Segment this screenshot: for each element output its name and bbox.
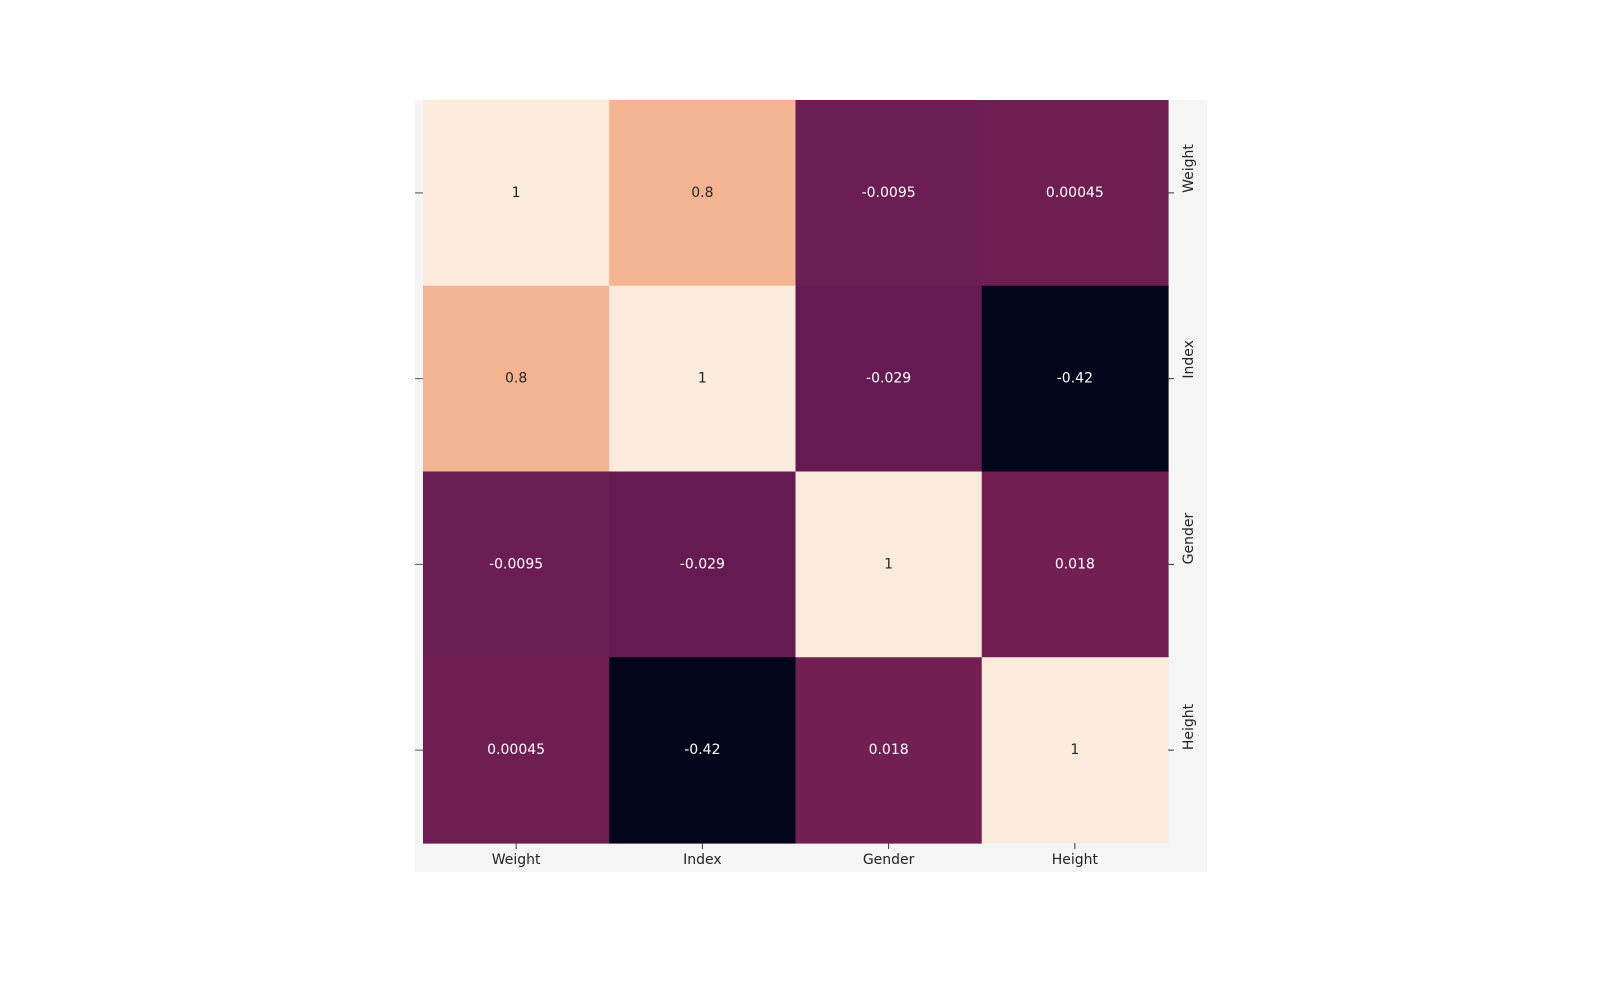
cell-value-label: 1: [512, 185, 521, 201]
cell-value-label: -0.029: [866, 371, 911, 387]
left-tick-marks: [415, 192, 423, 751]
cell-value-label: -0.0095: [489, 556, 543, 572]
cell-value-label: 0.00045: [487, 742, 545, 758]
cell-value-label: 1: [698, 371, 707, 387]
heatmap-cell-labels: 1 0.8 -0.0095 0.00045 0.8 1 -0.029 -0.42 -0.0095…: [487, 185, 1104, 758]
heatmap-cell: [795, 657, 983, 844]
heatmap-cells: [423, 100, 1169, 844]
cell-value-label: 0.018: [1055, 556, 1095, 572]
heatmap-cell: [981, 657, 1169, 844]
heatmap-cell: [981, 471, 1169, 658]
heatmap-cell: [981, 100, 1169, 287]
cell-value-label: 0.8: [505, 371, 527, 387]
y-tick-label: Gender: [1181, 513, 1197, 565]
x-tick-label: Height: [1052, 852, 1099, 868]
heatmap-cell: [423, 471, 610, 658]
heatmap-cell: [423, 657, 610, 844]
cell-value-label: 1: [1070, 742, 1079, 758]
heatmap-cell: [609, 100, 797, 287]
y-tick-label: Index: [1181, 340, 1197, 379]
heatmap-cell: [609, 285, 797, 473]
cell-value-label: 0.00045: [1046, 185, 1104, 201]
y-axis: Weight Index Gender Height: [1168, 144, 1197, 751]
heatmap-cell: [609, 657, 797, 844]
x-tick-label: Weight: [492, 852, 541, 868]
cell-value-label: -0.0095: [862, 185, 916, 201]
heatmap-cell: [795, 100, 983, 287]
y-tick-label: Height: [1181, 703, 1197, 750]
heatmap-cell: [423, 285, 610, 473]
cell-value-label: -0.42: [684, 742, 720, 758]
heatmap-cell: [423, 100, 610, 287]
y-tick-label: Weight: [1181, 144, 1197, 193]
heatmap-cell: [795, 285, 983, 473]
cell-value-label: 0.8: [691, 185, 713, 201]
heatmap-cell: [795, 471, 983, 658]
cell-value-label: -0.42: [1057, 371, 1093, 387]
heatmap-cell: [981, 285, 1169, 473]
cell-value-label: 0.018: [869, 742, 909, 758]
x-tick-label: Gender: [863, 852, 915, 868]
heatmap-cell: [609, 471, 797, 658]
cell-value-label: -0.029: [680, 556, 725, 572]
cell-value-label: 1: [884, 556, 893, 572]
x-axis: Weight Index Gender Height: [492, 843, 1099, 868]
x-tick-label: Index: [683, 852, 722, 868]
